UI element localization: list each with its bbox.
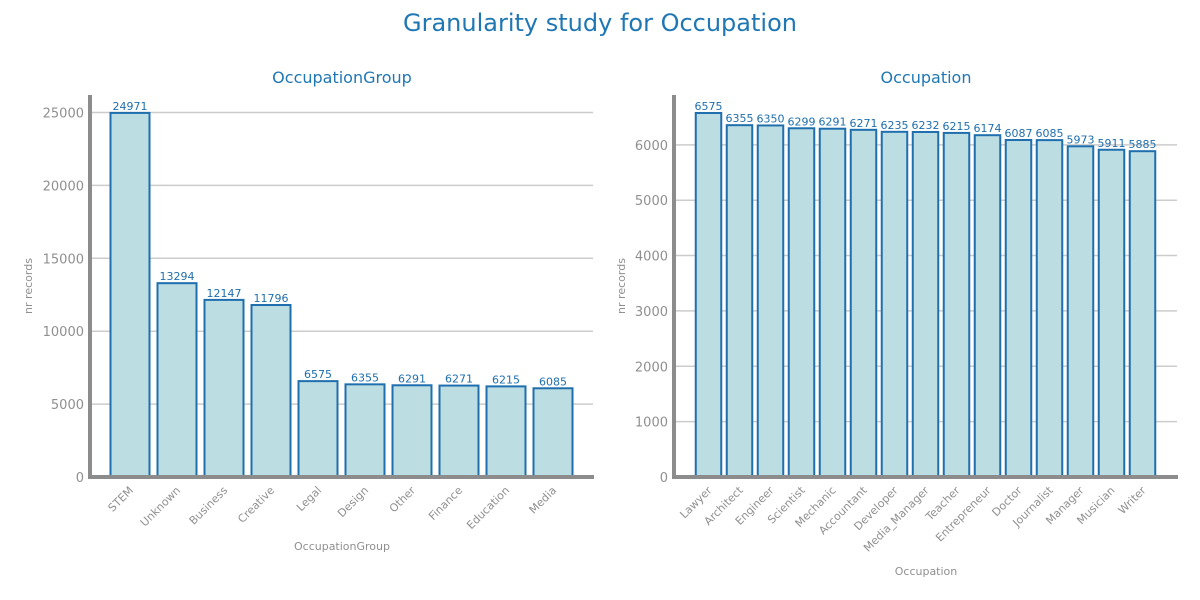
bar bbox=[438, 384, 480, 479]
y-tick-label: 1000 bbox=[635, 416, 668, 431]
bar bbox=[973, 134, 1002, 478]
y-axis-label: nr records bbox=[22, 258, 35, 314]
data-label: 6291 bbox=[819, 116, 847, 129]
y-tick-label: 5000 bbox=[635, 194, 668, 209]
x-tick-label: Unknown bbox=[138, 484, 183, 529]
data-label: 24971 bbox=[113, 100, 148, 113]
bar bbox=[818, 127, 847, 479]
data-label: 12147 bbox=[207, 287, 242, 300]
x-tick-label: Entrepreneur bbox=[933, 484, 994, 545]
y-tick-label: 10000 bbox=[43, 325, 84, 340]
bar bbox=[344, 383, 386, 479]
y-tick-label: 20000 bbox=[43, 179, 84, 194]
data-label: 6355 bbox=[726, 112, 754, 125]
y-tick-label: 15000 bbox=[43, 252, 84, 267]
bar bbox=[725, 124, 754, 479]
x-tick-label: Media bbox=[527, 484, 560, 517]
x-axis-label: OccupationGroup bbox=[294, 540, 390, 553]
bar bbox=[297, 380, 339, 478]
bar bbox=[1004, 139, 1033, 479]
x-tick-label: Legal bbox=[294, 484, 324, 514]
y-tick-label: 4000 bbox=[635, 250, 668, 265]
data-label: 5885 bbox=[1129, 138, 1157, 151]
y-tick-label: 0 bbox=[660, 471, 668, 486]
bar bbox=[485, 385, 527, 478]
bar bbox=[1097, 148, 1126, 478]
figure-title: Granularity study for Occupation bbox=[403, 9, 797, 37]
x-tick-label: Design bbox=[335, 484, 371, 520]
chart-occupation-group: OccupationGroup 24971 13294 12147 11796 6575… bbox=[22, 68, 594, 553]
data-label: 6085 bbox=[1036, 127, 1064, 140]
x-tick-label: Other bbox=[387, 484, 419, 516]
data-label: 6575 bbox=[695, 100, 723, 113]
data-label: 6215 bbox=[492, 373, 520, 386]
data-label: 6271 bbox=[445, 373, 473, 386]
data-label: 6174 bbox=[974, 122, 1002, 135]
data-label: 6087 bbox=[1005, 127, 1033, 140]
bar bbox=[787, 127, 816, 478]
data-label: 6232 bbox=[912, 119, 940, 132]
bar bbox=[1035, 139, 1064, 478]
data-label: 6299 bbox=[788, 115, 816, 128]
bar bbox=[250, 304, 292, 478]
y-axis-label: nr records bbox=[615, 258, 628, 314]
bar bbox=[880, 130, 909, 478]
bar bbox=[756, 124, 785, 478]
data-label: 6291 bbox=[398, 372, 426, 385]
bar bbox=[391, 384, 433, 478]
chart-title: OccupationGroup bbox=[272, 68, 412, 87]
y-tick-label: 6000 bbox=[635, 139, 668, 154]
bar bbox=[694, 111, 723, 478]
y-tick-label: 3000 bbox=[635, 305, 668, 320]
data-label: 6215 bbox=[943, 120, 971, 133]
y-tick-label: 5000 bbox=[51, 398, 84, 413]
bar bbox=[911, 130, 940, 478]
bar bbox=[532, 387, 574, 479]
y-tick-label: 25000 bbox=[43, 106, 84, 121]
data-label: 6575 bbox=[304, 368, 332, 381]
x-tick-label: Creative bbox=[235, 484, 277, 526]
bar bbox=[849, 128, 878, 478]
x-tick-label: STEM bbox=[106, 484, 137, 515]
x-tick-label: Writer bbox=[1116, 484, 1149, 517]
data-label: 6355 bbox=[351, 371, 379, 384]
data-label: 6271 bbox=[850, 117, 878, 130]
bar bbox=[109, 111, 151, 478]
bar bbox=[156, 282, 198, 478]
data-label: 6235 bbox=[881, 119, 909, 132]
data-label: 11796 bbox=[254, 292, 289, 305]
x-tick-label: Business bbox=[187, 484, 231, 528]
x-tick-label: Finance bbox=[426, 484, 465, 523]
data-label: 5973 bbox=[1067, 133, 1095, 146]
y-tick-label: 2000 bbox=[635, 360, 668, 375]
chart-title: Occupation bbox=[881, 68, 972, 87]
bar bbox=[1128, 150, 1157, 478]
y-tick-label: 0 bbox=[76, 471, 84, 486]
bar bbox=[1066, 145, 1095, 479]
data-label: 5911 bbox=[1098, 137, 1126, 150]
data-label: 6350 bbox=[757, 112, 785, 125]
x-tick-label: Education bbox=[464, 484, 512, 532]
bar bbox=[942, 131, 971, 478]
data-label: 13294 bbox=[160, 270, 195, 283]
data-label: 6085 bbox=[539, 375, 567, 388]
x-axis-label: Occupation bbox=[895, 565, 958, 578]
bar bbox=[203, 298, 245, 479]
